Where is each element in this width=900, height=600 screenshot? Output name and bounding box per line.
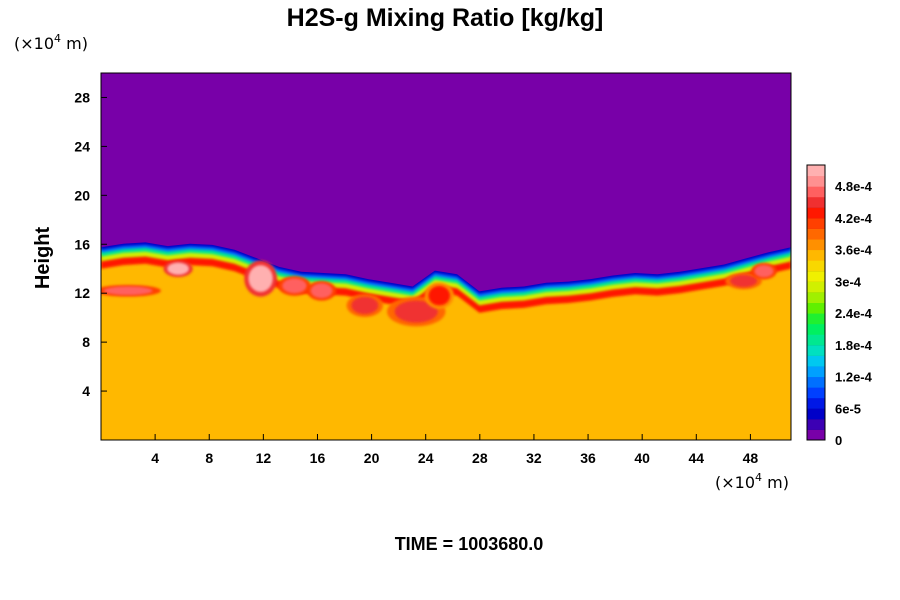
field-upper bbox=[101, 73, 791, 292]
plot-frame bbox=[100, 72, 792, 441]
hotspot-1 bbox=[248, 265, 273, 292]
x-tick-label: 36 bbox=[580, 450, 596, 466]
hotspot-6 bbox=[428, 285, 451, 306]
colorbar-swatch bbox=[807, 270, 825, 282]
colorbar-tick-label: 6e-5 bbox=[835, 401, 861, 416]
colorbar-swatch bbox=[807, 408, 825, 420]
hotspot-4 bbox=[351, 296, 379, 314]
colorbar-swatch bbox=[807, 228, 825, 240]
colorbar-swatch bbox=[807, 196, 825, 208]
colorbar-swatch bbox=[807, 302, 825, 314]
colorbar-swatch bbox=[807, 323, 825, 335]
y-tick-label: 16 bbox=[74, 236, 90, 252]
colorbar-tick-label: 3.6e-4 bbox=[835, 243, 873, 258]
colorbar-swatch bbox=[807, 291, 825, 303]
hotspot-9 bbox=[310, 283, 333, 299]
hotspot-0 bbox=[167, 262, 189, 275]
x-axis-ticks: 4 8 12 16 20 24 28 32 36 40 44 48 bbox=[151, 434, 758, 466]
x-tick-label: 16 bbox=[310, 450, 326, 466]
colorbar: 0 6e-5 1.2e-4 1.8e-4 2.4e-4 3e-4 3.6e-4 4.2e-4 4… bbox=[806, 164, 873, 448]
y-tick-label: 4 bbox=[82, 383, 90, 399]
hotspot-2 bbox=[282, 278, 307, 294]
x-tick-label: 8 bbox=[205, 450, 213, 466]
colorbar-tick-label: 2.4e-4 bbox=[835, 306, 873, 321]
y-tick-label: 28 bbox=[74, 89, 90, 105]
x-tick-label: 32 bbox=[526, 450, 542, 466]
hotspot-8 bbox=[754, 265, 774, 278]
x-tick-label: 28 bbox=[472, 450, 488, 466]
colorbar-swatch bbox=[807, 429, 825, 441]
chart-title: H2S-g Mixing Ratio [kg/kg] bbox=[287, 4, 604, 32]
colorbar-swatch bbox=[807, 165, 825, 177]
x-tick-label: 12 bbox=[256, 450, 272, 466]
colorbar-swatch bbox=[807, 217, 825, 229]
x-tick-label: 48 bbox=[743, 450, 759, 466]
colorbar-tick-label: 1.2e-4 bbox=[835, 370, 873, 385]
colorbar-swatch bbox=[807, 397, 825, 409]
colorbar-swatch bbox=[807, 365, 825, 378]
colorbar-swatch bbox=[807, 260, 825, 272]
colorbar-swatch bbox=[807, 207, 825, 219]
plot-area bbox=[101, 73, 791, 440]
y-tick-label: 20 bbox=[74, 187, 90, 203]
hotspot-3 bbox=[103, 286, 153, 296]
colorbar-tick-label: 1.8e-4 bbox=[835, 338, 873, 353]
y-axis-unit: (×104 m) bbox=[14, 32, 88, 53]
colorbar-swatch bbox=[807, 175, 825, 187]
colorbar-tick-label: 4.2e-4 bbox=[835, 211, 873, 226]
y-tick-label: 12 bbox=[74, 285, 90, 301]
hotspot-7 bbox=[730, 274, 758, 288]
colorbar-swatch bbox=[807, 281, 825, 293]
colorbar-swatch bbox=[807, 334, 825, 346]
x-axis-unit: (×104 m) bbox=[715, 471, 789, 492]
colorbar-swatch bbox=[807, 344, 825, 356]
time-label: TIME = 1003680.0 bbox=[395, 534, 544, 554]
x-tick-label: 24 bbox=[418, 450, 434, 466]
colorbar-swatch bbox=[807, 376, 825, 388]
colorbar-tick-label: 0 bbox=[835, 433, 842, 448]
colorbar-swatch bbox=[807, 418, 825, 430]
x-tick-label: 44 bbox=[689, 450, 705, 466]
colorbar-swatch bbox=[807, 186, 825, 198]
y-axis-label: Height bbox=[32, 227, 54, 290]
y-tick-label: 24 bbox=[74, 138, 90, 154]
colorbar-swatch bbox=[807, 355, 825, 367]
y-tick-label: 8 bbox=[82, 334, 90, 350]
colorbar-tick-label: 3e-4 bbox=[835, 274, 862, 289]
x-tick-label: 4 bbox=[151, 450, 159, 466]
x-tick-label: 20 bbox=[364, 450, 380, 466]
hotspot-5 bbox=[394, 300, 438, 323]
colorbar-frame bbox=[806, 164, 826, 441]
colorbar-swatch bbox=[807, 239, 825, 251]
colorbar-swatch bbox=[807, 387, 825, 399]
x-tick-label: 40 bbox=[634, 450, 650, 466]
colorbar-tick-label: 4.8e-4 bbox=[835, 179, 873, 194]
colorbar-swatch bbox=[807, 249, 825, 261]
colorbar-swatch bbox=[807, 313, 825, 325]
y-axis-ticks: 4 8 12 16 20 24 28 bbox=[74, 89, 107, 399]
